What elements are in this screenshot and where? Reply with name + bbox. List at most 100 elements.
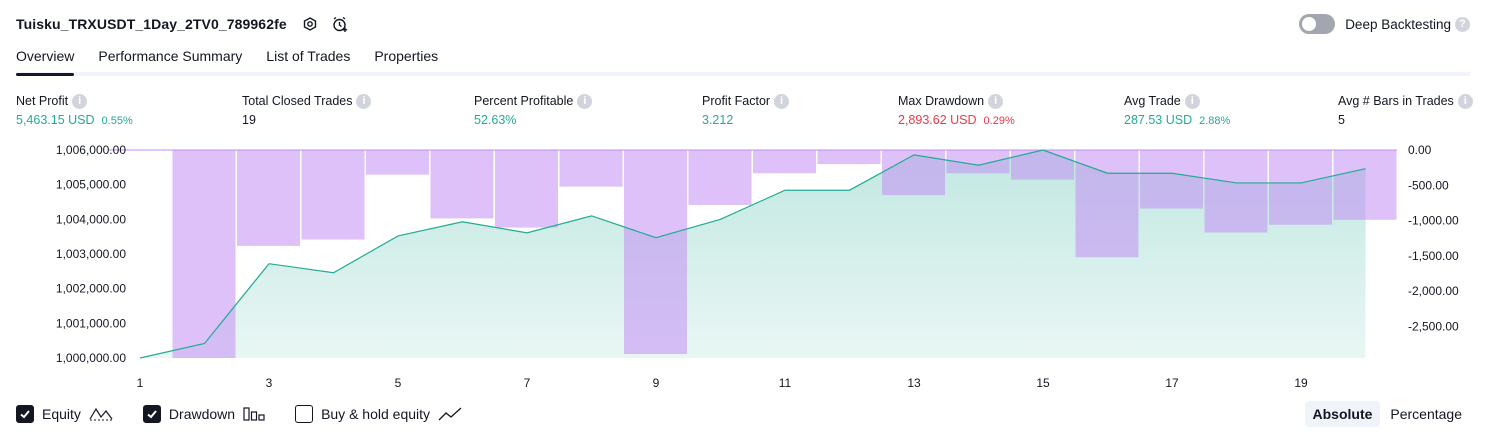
metric-avg-trade: Avg Trade i 287.53 USD 2.88%	[1124, 93, 1230, 127]
info-icon[interactable]: i	[72, 93, 88, 109]
drawdown-bar	[1075, 150, 1139, 258]
add-alert-icon[interactable]	[329, 13, 351, 35]
equity-line-icon	[89, 407, 113, 421]
info-icon[interactable]: i	[988, 93, 1004, 109]
percentage-button[interactable]: Percentage	[1390, 406, 1462, 422]
drawdown-bar	[366, 150, 429, 175]
metric-label: Total Closed Trades	[242, 94, 353, 108]
metric-value: 19	[242, 113, 256, 127]
metric-value: 5,463.15 USD	[16, 113, 95, 127]
deep-backtesting-toggle[interactable]	[1299, 14, 1336, 34]
x-tick-label: 15	[1036, 376, 1050, 390]
drawdown-bar	[301, 150, 365, 240]
equity-drawdown-chart[interactable]: 1,006,000.00 1,005,000.00 1,004,000.00 1,00…	[0, 140, 1486, 400]
metric-percent-profitable: Percent Profitable i 52.63%	[474, 93, 593, 127]
legend-buy-hold-equity[interactable]: Buy & hold equity	[295, 405, 462, 423]
chart-legend: Equity Drawdown Buy & hold equity	[16, 403, 492, 425]
legend-equity[interactable]: Equity	[16, 405, 113, 423]
x-tick-label: 13	[907, 376, 921, 390]
drawdown-bar	[624, 150, 687, 355]
metric-label: Avg Trade	[1124, 94, 1181, 108]
x-tick-label: 1	[137, 376, 144, 390]
metric-value: 3.212	[702, 113, 734, 127]
tab-properties[interactable]: Properties	[374, 48, 439, 64]
equity-area	[140, 150, 1366, 358]
metric-total-closed-trades: Total Closed Trades i 19	[242, 93, 372, 127]
metric-label: Net Profit	[16, 94, 69, 108]
metric-value: 2,893.62 USD	[898, 113, 977, 127]
metric-value: 5	[1338, 113, 1345, 127]
equity-line	[139, 149, 1366, 359]
metric-label: Max Drawdown	[898, 94, 985, 108]
toggle-knob	[1302, 17, 1317, 31]
equity-checkbox[interactable]	[16, 405, 34, 423]
help-icon[interactable]: ?	[1455, 16, 1470, 32]
y-left-tick-label: 1,001,000.00	[56, 316, 126, 330]
drawdown-bar	[1011, 150, 1074, 180]
y-left-tick-label: 1,003,000.00	[56, 247, 126, 261]
drawdown-bar	[237, 150, 300, 246]
metric-percent: 0.29%	[983, 115, 1015, 127]
drawdown-bar	[1204, 150, 1268, 233]
strategy-title: Tuisku_TRXUSDT_1Day_2TV0_789962fe	[16, 16, 287, 32]
top-bar: Tuisku_TRXUSDT_1Day_2TV0_789962fe Deep B…	[16, 12, 1470, 36]
x-tick-label: 5	[395, 376, 402, 390]
y-right-tick-label: -1,500.00	[1408, 249, 1459, 263]
metric-label: Profit Factor	[702, 94, 771, 108]
x-tick-label: 9	[653, 376, 660, 390]
drawdown-bar	[172, 150, 236, 358]
metric-avg-bars-in-trades: Avg # Bars in Trades i 5	[1338, 93, 1473, 127]
y-right-tick-label: -1,000.00	[1408, 214, 1459, 228]
deep-backtesting-control: Deep Backtesting ?	[1299, 12, 1470, 36]
y-left-tick-label: 1,002,000.00	[56, 282, 126, 296]
drawdown-bar	[688, 150, 752, 205]
metric-value: 52.63%	[474, 113, 517, 127]
info-icon[interactable]: i	[577, 93, 593, 109]
drawdown-bar	[1269, 150, 1332, 225]
legend-label: Buy & hold equity	[321, 406, 431, 422]
x-tick-label: 7	[524, 376, 531, 390]
buy-hold-checkbox[interactable]	[295, 405, 314, 423]
drawdown-bars-icon	[243, 407, 265, 421]
drawdown-bar	[882, 150, 945, 196]
drawdown-bar	[817, 150, 881, 165]
legend-label: Equity	[42, 406, 81, 422]
metric-profit-factor: Profit Factor i 3.212	[702, 93, 790, 127]
absolute-button[interactable]: Absolute	[1304, 401, 1381, 427]
y-right-tick-label: 0.00	[1408, 143, 1432, 157]
metric-percent: 2.88%	[1199, 115, 1231, 127]
y-left-tick-label: 1,000,000.00	[56, 351, 126, 365]
info-icon[interactable]: i	[774, 93, 790, 109]
x-tick-label: 3	[266, 376, 273, 390]
tab-overview[interactable]: Overview	[16, 48, 75, 76]
deep-backtesting-label: Deep Backtesting	[1345, 16, 1451, 32]
drawdown-bar	[559, 150, 623, 187]
y-left-tick-label: 1,004,000.00	[56, 212, 126, 226]
info-icon[interactable]: i	[1184, 93, 1200, 109]
x-tick-label: 19	[1294, 376, 1308, 390]
drawdown-checkbox[interactable]	[142, 405, 161, 423]
drawdown-bar	[1140, 150, 1203, 209]
y-right-tick-label: -2,000.00	[1408, 284, 1459, 298]
settings-icon[interactable]	[299, 13, 321, 35]
drawdown-bar	[946, 150, 1010, 174]
info-icon[interactable]: i	[1457, 93, 1473, 109]
buy-hold-line-icon	[438, 407, 462, 421]
drawdown-bar	[753, 150, 816, 174]
tab-list-of-trades[interactable]: List of Trades	[266, 48, 351, 64]
tab-performance-summary[interactable]: Performance Summary	[98, 48, 243, 64]
legend-label: Drawdown	[168, 406, 236, 422]
drawdown-bar	[430, 150, 494, 219]
y-right-tick-label: -500.00	[1408, 178, 1449, 192]
metric-label: Percent Profitable	[474, 94, 574, 108]
y-left-tick-label: 1,006,000.00	[56, 143, 126, 157]
metric-label: Avg # Bars in Trades	[1338, 94, 1454, 108]
legend-drawdown[interactable]: Drawdown	[142, 405, 265, 423]
drawdown-bar	[1333, 150, 1397, 220]
info-icon[interactable]: i	[356, 93, 372, 109]
metric-net-profit: Net Profit i 5,463.15 USD 0.55%	[16, 93, 133, 127]
metric-percent: 0.55%	[101, 115, 133, 127]
tab-bar: Overview Performance Summary List of Tra…	[16, 48, 1470, 76]
y-left-tick-label: 1,005,000.00	[56, 178, 126, 192]
x-tick-label: 17	[1165, 376, 1179, 390]
